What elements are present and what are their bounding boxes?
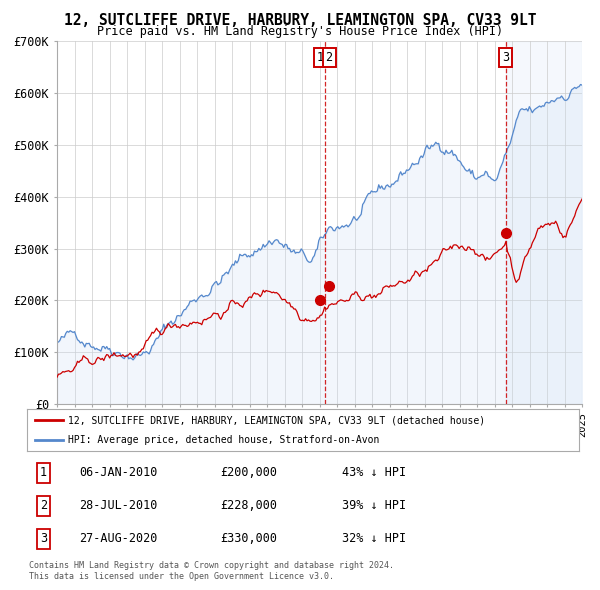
- Text: 12, SUTCLIFFE DRIVE, HARBURY, LEAMINGTON SPA, CV33 9LT: 12, SUTCLIFFE DRIVE, HARBURY, LEAMINGTON…: [64, 13, 536, 28]
- Text: 27-AUG-2020: 27-AUG-2020: [79, 532, 158, 546]
- Text: 32% ↓ HPI: 32% ↓ HPI: [341, 532, 406, 546]
- Text: 2: 2: [40, 499, 47, 513]
- Text: £200,000: £200,000: [220, 466, 277, 480]
- Text: 3: 3: [502, 51, 509, 64]
- Text: This data is licensed under the Open Government Licence v3.0.: This data is licensed under the Open Gov…: [29, 572, 334, 581]
- Bar: [506, 41, 582, 404]
- Text: Price paid vs. HM Land Registry's House Price Index (HPI): Price paid vs. HM Land Registry's House …: [97, 25, 503, 38]
- Text: 3: 3: [40, 532, 47, 546]
- Text: 12, SUTCLIFFE DRIVE, HARBURY, LEAMINGTON SPA, CV33 9LT (detached house): 12, SUTCLIFFE DRIVE, HARBURY, LEAMINGTON…: [68, 415, 485, 425]
- Text: 1: 1: [317, 51, 324, 64]
- Text: 43% ↓ HPI: 43% ↓ HPI: [341, 466, 406, 480]
- Text: 39% ↓ HPI: 39% ↓ HPI: [341, 499, 406, 513]
- Text: Contains HM Land Registry data © Crown copyright and database right 2024.: Contains HM Land Registry data © Crown c…: [29, 560, 394, 569]
- Text: £330,000: £330,000: [220, 532, 277, 546]
- Text: 28-JUL-2010: 28-JUL-2010: [79, 499, 158, 513]
- Text: 1: 1: [40, 466, 47, 480]
- Text: 2: 2: [326, 51, 332, 64]
- Text: £228,000: £228,000: [220, 499, 277, 513]
- Text: 06-JAN-2010: 06-JAN-2010: [79, 466, 158, 480]
- Text: HPI: Average price, detached house, Stratford-on-Avon: HPI: Average price, detached house, Stra…: [68, 435, 380, 445]
